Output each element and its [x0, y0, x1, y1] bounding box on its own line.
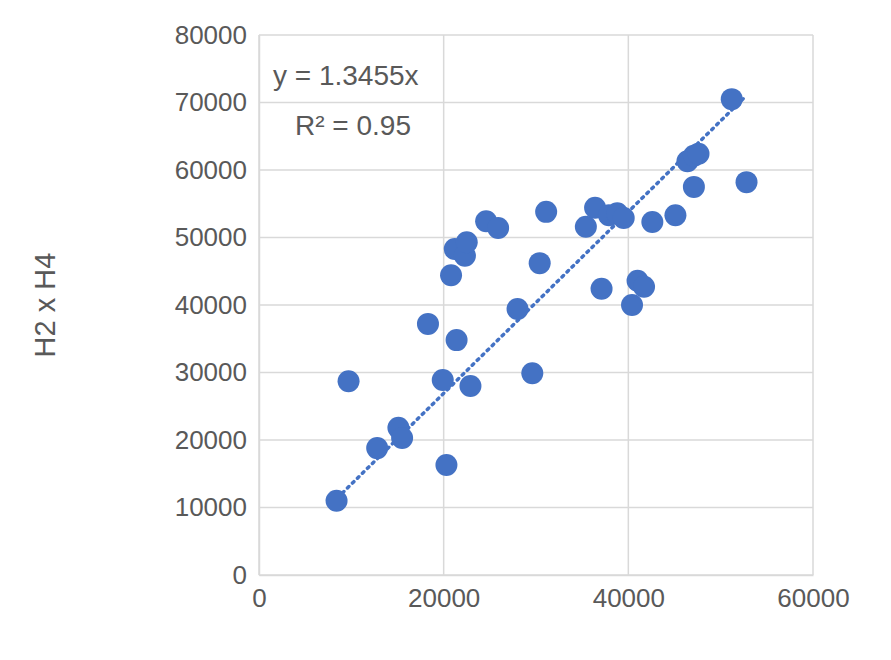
point	[633, 276, 655, 298]
point	[535, 201, 557, 223]
point	[366, 437, 388, 459]
point	[435, 454, 457, 476]
point	[664, 204, 686, 226]
tick: 20000	[175, 425, 259, 455]
point	[487, 217, 509, 239]
point	[521, 362, 543, 384]
tick-label: 50000	[175, 222, 247, 252]
point	[326, 490, 348, 512]
tick-label: 20000	[175, 425, 247, 455]
grid-line	[259, 304, 813, 306]
y-axis: 0 10000 20000 30000 40000 50000 60000 70000 8000…	[175, 20, 260, 590]
grid-line	[259, 574, 813, 576]
annotation: y = 1.3455x	[273, 60, 419, 91]
point	[529, 252, 551, 274]
tick-label: 40000	[175, 290, 247, 320]
y-axis-title: H2 x H4	[29, 253, 61, 358]
chart: 0 20000 40000 60000 0 10000 20000 30000 40000 500…	[0, 0, 891, 660]
point	[391, 427, 413, 449]
tick: 40000	[593, 575, 665, 613]
point	[688, 143, 710, 165]
grid-line	[259, 439, 813, 441]
point	[446, 329, 468, 351]
point	[507, 298, 529, 320]
grid-line	[812, 35, 814, 575]
point	[641, 211, 663, 233]
tick: 10000	[175, 492, 259, 522]
annotation: R² = 0.95	[295, 110, 411, 141]
grid-line	[259, 237, 813, 239]
tick-label: 20000	[408, 583, 480, 613]
plot: 0 20000 40000 60000 0 10000 20000 30000 40000 500…	[175, 20, 850, 614]
tick-label: 40000	[593, 583, 665, 613]
point	[338, 370, 360, 392]
point	[459, 375, 481, 397]
point	[432, 369, 454, 391]
tick-label: 30000	[175, 357, 247, 387]
tick-label: 70000	[175, 87, 247, 117]
point	[417, 313, 439, 335]
tick: 0	[233, 560, 259, 590]
grid-line	[259, 34, 813, 36]
point	[456, 231, 478, 253]
tick: 60000	[175, 155, 259, 185]
tick-label: 0	[252, 583, 266, 613]
marks	[326, 88, 758, 512]
trendline	[337, 98, 743, 498]
tick: 0	[252, 575, 266, 613]
tick-label: 60000	[175, 155, 247, 185]
point	[613, 207, 635, 229]
point	[591, 278, 613, 300]
grid-line	[259, 169, 813, 171]
tick: 60000	[777, 575, 849, 613]
tick: 30000	[175, 357, 259, 387]
point	[683, 176, 705, 198]
grid-line	[443, 35, 445, 575]
tick: 80000	[175, 20, 259, 50]
axis-line	[259, 36, 261, 576]
grid	[259, 35, 813, 575]
tick-label: 0	[233, 560, 247, 590]
axis-line	[260, 575, 814, 577]
point	[440, 264, 462, 286]
tick-label: 80000	[175, 20, 247, 50]
tick: 20000	[408, 575, 480, 613]
tick-label: 60000	[777, 583, 849, 613]
point	[721, 88, 743, 110]
x-axis: 0 20000 40000 60000	[252, 575, 849, 613]
point	[575, 216, 597, 238]
tick: 40000	[175, 290, 259, 320]
tick: 50000	[175, 222, 259, 252]
point	[736, 171, 758, 193]
grid-line	[258, 35, 260, 575]
tick-label: 10000	[175, 492, 247, 522]
tick: 70000	[175, 87, 259, 117]
point	[621, 294, 643, 316]
